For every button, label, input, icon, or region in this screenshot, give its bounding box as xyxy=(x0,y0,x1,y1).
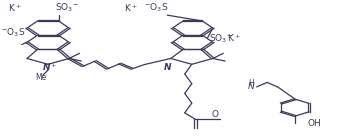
Text: K$^+$: K$^+$ xyxy=(227,33,241,44)
Text: $^{-}$O$_3$S: $^{-}$O$_3$S xyxy=(144,1,169,14)
Text: O: O xyxy=(211,110,218,119)
Text: $^{-}$O$_3$S: $^{-}$O$_3$S xyxy=(1,27,25,39)
Text: N: N xyxy=(248,82,255,91)
Text: K$^+$: K$^+$ xyxy=(8,2,21,14)
Text: OH: OH xyxy=(308,119,321,128)
Text: N$^+$: N$^+$ xyxy=(42,62,57,73)
Text: SO$_3$$^{-}$: SO$_3$$^{-}$ xyxy=(55,1,79,14)
Text: SO$_3$$^{-}$: SO$_3$$^{-}$ xyxy=(209,32,233,45)
Text: N: N xyxy=(163,63,171,72)
Text: Me: Me xyxy=(36,73,46,82)
Text: K$^+$: K$^+$ xyxy=(124,2,137,14)
Text: H: H xyxy=(249,79,254,88)
